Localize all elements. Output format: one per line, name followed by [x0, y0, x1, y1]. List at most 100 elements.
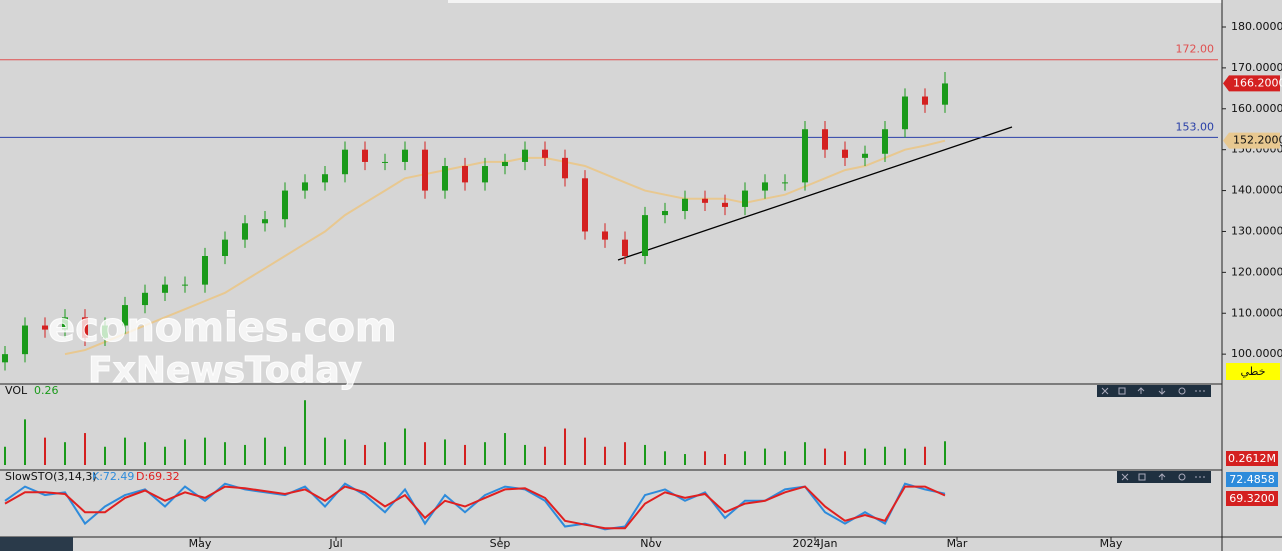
close-icon[interactable] — [1121, 473, 1129, 481]
candle-body — [922, 96, 928, 105]
candle-body — [662, 211, 668, 216]
ma-tag: 152.2000 — [1233, 134, 1282, 147]
volume-bar — [564, 428, 566, 465]
volume-bar — [444, 439, 446, 465]
stochastic-k — [4, 482, 946, 531]
volume-bar — [44, 437, 46, 465]
volume-bar — [84, 433, 86, 465]
settings-icon[interactable] — [1178, 473, 1186, 481]
candle-body — [122, 305, 128, 326]
close-icon[interactable] — [1101, 387, 1109, 395]
x-tick-label: Jul — [328, 537, 342, 550]
volume-bar — [324, 437, 326, 465]
candle-body — [182, 284, 188, 286]
top-strip — [448, 0, 1222, 3]
volume-bar — [864, 448, 866, 465]
candle-body — [302, 182, 308, 191]
volume-bar — [704, 451, 706, 465]
volume-bar — [604, 446, 606, 465]
plot-layer — [0, 59, 1218, 531]
volume-bar — [284, 446, 286, 465]
window-icon[interactable] — [1118, 387, 1126, 395]
x-tick-label: Sep — [490, 537, 511, 550]
y-tick-label: 160.0000 — [1231, 102, 1282, 115]
x-tick-label: 2024Jan — [793, 537, 838, 550]
settings-icon[interactable] — [1178, 387, 1186, 395]
toolbar — [1097, 385, 1211, 397]
candle-body — [882, 129, 888, 154]
candle-body — [602, 231, 608, 240]
candle-body — [642, 215, 648, 256]
price-tag-box — [1223, 75, 1280, 92]
candle-body — [582, 178, 588, 232]
candle-body — [342, 149, 348, 175]
down-icon[interactable] — [1158, 388, 1166, 395]
x-tick-label: Mar — [947, 537, 968, 550]
candle-body — [942, 83, 948, 105]
y-tick-label: 170.0000 — [1231, 61, 1282, 74]
candle-body — [322, 174, 328, 183]
candle-body — [282, 190, 288, 220]
candle-body — [762, 182, 768, 191]
volume-bar — [264, 437, 266, 465]
level-label: 153.00 — [1176, 120, 1215, 133]
volume-bar — [684, 454, 686, 465]
stoch-k-tag: 72.4858 — [1229, 473, 1275, 486]
candle-body — [782, 182, 788, 184]
candle-body — [822, 129, 828, 150]
ma-tag-box — [1223, 132, 1280, 149]
up-icon[interactable] — [1158, 473, 1166, 480]
volume-bar — [384, 442, 386, 465]
candle-body — [562, 157, 568, 179]
candle-body — [42, 325, 48, 330]
candle-body — [462, 166, 468, 183]
candle-body — [442, 166, 448, 191]
candle-body — [722, 202, 728, 207]
axis-tag-box[interactable] — [1226, 363, 1280, 380]
volume-bar — [104, 446, 106, 465]
volume-bar — [924, 446, 926, 465]
up-icon[interactable] — [1137, 387, 1145, 394]
volume-bar — [184, 439, 186, 465]
volume-bar — [824, 448, 826, 465]
x-tick-label: Nov — [640, 537, 662, 550]
volume-bar — [164, 446, 166, 465]
stoch-k-label: K:72.49 — [92, 470, 134, 483]
volume-tag-box — [1226, 451, 1278, 466]
volume-bar — [24, 419, 26, 465]
candle-body — [682, 198, 688, 212]
candle-body — [102, 325, 108, 338]
volume-bar — [644, 444, 646, 465]
volume-bar — [224, 442, 226, 465]
candle-body — [502, 161, 508, 167]
window-icon[interactable] — [1138, 473, 1146, 481]
candle-body — [622, 239, 628, 256]
volume-bar — [4, 446, 6, 465]
volume-bar — [884, 446, 886, 465]
candle-body — [2, 354, 8, 363]
candle-body — [422, 149, 428, 191]
candle-body — [842, 149, 848, 158]
candle-body — [902, 96, 908, 130]
volume-bar — [764, 448, 766, 465]
candle-body — [742, 190, 748, 207]
volume-bar — [944, 441, 946, 465]
candle-body — [802, 129, 808, 183]
stoch-d-tag-box — [1226, 491, 1278, 506]
volume-tag: 0.2612M — [1228, 452, 1276, 465]
candle-body — [482, 166, 488, 183]
candle-body — [242, 223, 248, 240]
trend-line — [617, 126, 1013, 261]
y-tick-label: 140.0000 — [1231, 184, 1282, 197]
volume-bar — [124, 437, 126, 465]
volume-bar — [504, 433, 506, 465]
candle-body — [402, 149, 408, 162]
volume-bar — [484, 442, 486, 465]
candle-body — [202, 256, 208, 285]
volume-bar — [844, 451, 846, 465]
axis-tag[interactable]: خطي — [1241, 365, 1266, 378]
x-axis-corner — [0, 537, 73, 551]
volume-bar — [364, 444, 366, 465]
